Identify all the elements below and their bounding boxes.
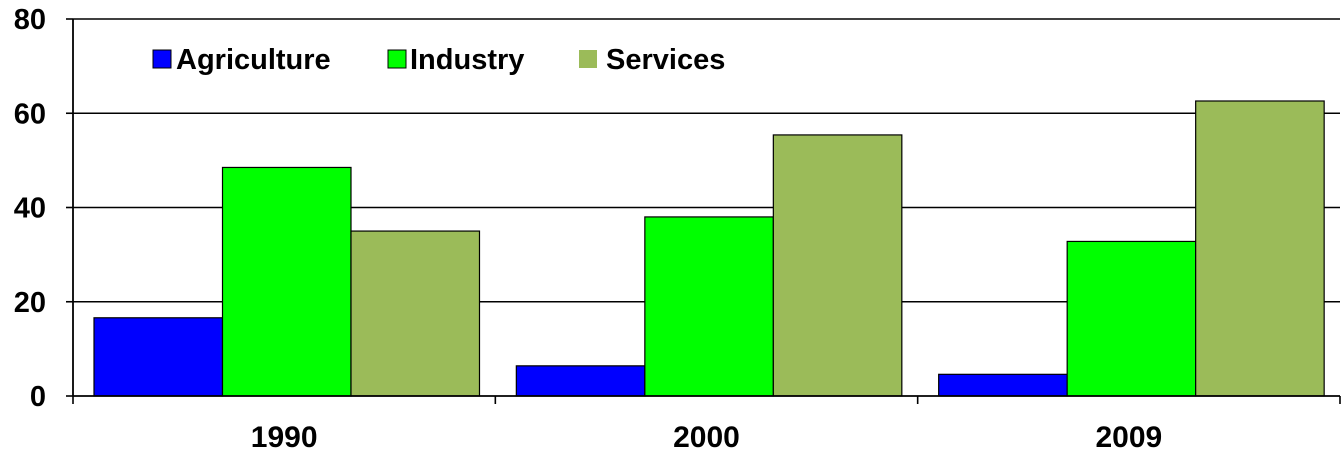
y-tick-label: 20	[14, 287, 46, 319]
bar-services-2000	[772, 134, 903, 397]
legend-label-industry: Industry	[410, 44, 524, 76]
bar-agriculture-2000	[515, 365, 646, 397]
bar-services-1990	[350, 230, 481, 397]
bar-industry-2000	[644, 216, 774, 397]
bar-agriculture-1990	[93, 317, 224, 397]
legend-swatch-industry	[387, 49, 407, 69]
x-tick-labels: 1990 2000 2009	[251, 421, 1162, 454]
y-tick-label: 60	[14, 98, 46, 130]
bar-agriculture-2009	[938, 373, 1068, 397]
legend: Agriculture Industry Services	[152, 44, 725, 76]
legend-swatch-agriculture	[152, 49, 172, 69]
bar-industry-1990	[221, 166, 352, 397]
x-tick-label: 1990	[251, 421, 318, 451]
legend-swatch-services	[579, 50, 597, 68]
y-tick-label: 40	[14, 193, 46, 225]
y-tick-labels: 0 20 40 60 80	[14, 4, 46, 413]
axes	[66, 18, 1341, 404]
bars	[93, 100, 1325, 397]
legend-label-agriculture: Agriculture	[176, 44, 331, 76]
bar-industry-2009	[1066, 240, 1197, 397]
bar-services-2009	[1195, 100, 1325, 397]
legend-label-services: Services	[606, 44, 725, 76]
x-tick-label: 2000	[673, 421, 740, 451]
y-tick-label: 0	[30, 381, 46, 413]
x-tick-label: 2009	[1095, 421, 1162, 451]
y-tick-label: 80	[14, 4, 46, 36]
